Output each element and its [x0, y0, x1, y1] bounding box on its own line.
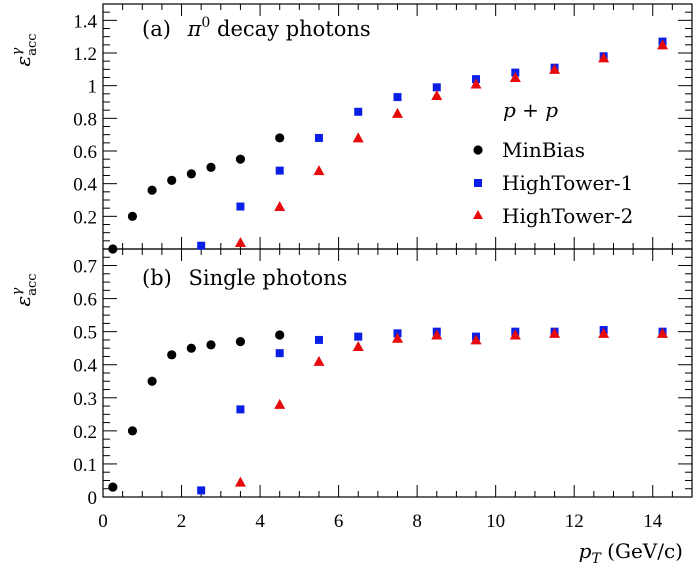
ticks-layer	[102, 3, 693, 498]
point-minbias-a	[275, 133, 285, 143]
point-minbias-b	[235, 336, 246, 347]
point-minbias-b	[147, 376, 157, 386]
point-ht1-a	[314, 133, 323, 142]
point-ht2-b	[509, 329, 521, 340]
point-ht2-b	[274, 398, 286, 409]
legend-label-minbias: MinBias	[502, 138, 585, 162]
point-minbias-b	[108, 482, 118, 492]
point-ht2-b	[313, 355, 325, 366]
legend-header: p + p	[503, 98, 558, 122]
point-ht2-a	[392, 107, 403, 118]
x-tick-label: 0	[98, 511, 108, 532]
point-minbias-b	[127, 426, 138, 436]
point-ht2-a	[509, 72, 521, 82]
point-ht1-a	[275, 166, 284, 175]
point-ht2-b	[392, 332, 403, 343]
labels-layer: 0.2 0.4 0.6 0.8 1 1.2 1.4 0 0.1 0.2 0.3 0.4 0.5 0.6 0.…	[73, 11, 662, 532]
point-ht1-a	[354, 107, 363, 116]
y-tick-label-b: 0	[88, 488, 98, 509]
point-ht1-b	[197, 486, 206, 495]
point-minbias-b	[167, 350, 177, 360]
point-ht2-b	[470, 334, 482, 345]
panel-b-ylabel: εaccγ	[10, 273, 40, 306]
point-ht2-b	[234, 476, 246, 487]
point-ht2-a	[470, 78, 482, 89]
x-tick-label: 2	[177, 511, 187, 532]
point-ht2-a	[657, 39, 669, 50]
y-tick-label-a: 1.4	[73, 11, 97, 32]
point-minbias-a	[147, 185, 157, 195]
panel-b-title: (b) Single photons	[142, 266, 347, 290]
point-minbias-b	[186, 343, 196, 353]
point-minbias-a	[206, 162, 216, 172]
point-ht1-a	[432, 83, 441, 92]
legend-marker-minbias	[473, 145, 483, 155]
point-minbias-a	[108, 244, 118, 254]
y-tick-label-b: 0.1	[73, 455, 97, 476]
x-tick-label: 14	[643, 511, 663, 532]
point-ht1-b	[354, 332, 363, 341]
x-tick-label: 12	[565, 511, 584, 532]
legend-marker-ht2	[473, 210, 483, 219]
point-minbias-a	[235, 154, 246, 164]
point-ht2-a	[313, 165, 325, 176]
point-minbias-b	[206, 340, 216, 350]
point-ht2-b	[352, 341, 364, 352]
point-ht2-a	[234, 236, 246, 247]
point-ht1-a	[236, 202, 245, 211]
y-tick-label-a: 0.2	[73, 207, 97, 228]
y-tick-label-a: 0.8	[73, 109, 97, 130]
point-ht2-a	[431, 89, 443, 100]
point-minbias-a	[127, 211, 138, 221]
y-tick-label-b: 0.3	[73, 389, 97, 410]
panel-a-title: (a) π0 decay photons	[142, 15, 371, 41]
y-tick-label-a: 1	[88, 77, 98, 98]
point-minbias-a	[167, 175, 177, 185]
point-ht2-b	[431, 329, 443, 340]
y-tick-label-a: 0.4	[73, 175, 97, 196]
legend-marker-ht1	[474, 179, 482, 187]
legend-label-ht1: HighTower-1	[502, 171, 633, 195]
x-tick-label: 4	[255, 511, 265, 532]
point-ht2-a	[274, 201, 286, 212]
point-ht2-b	[549, 327, 561, 338]
x-tick-label: 8	[412, 511, 422, 532]
point-ht2-b	[598, 327, 610, 338]
point-ht2-a	[598, 52, 610, 63]
point-ht2-a	[549, 63, 561, 74]
y-tick-label-b: 0.4	[73, 356, 97, 377]
y-tick-label-a: 0.6	[73, 142, 97, 163]
point-ht2-a	[352, 132, 364, 143]
panel-a-ylabel: εaccγ	[10, 33, 40, 66]
legend-label-ht2: HighTower-2	[502, 204, 633, 228]
point-ht1-a	[197, 241, 206, 250]
y-tick-label-b: 0.2	[73, 422, 97, 443]
point-ht1-a	[393, 93, 402, 102]
point-minbias-a	[186, 169, 196, 179]
point-ht1-b	[314, 335, 323, 344]
x-tick-label: 6	[334, 511, 344, 532]
point-ht1-b	[275, 349, 284, 358]
point-ht1-b	[236, 405, 245, 414]
y-tick-label-b: 0.7	[73, 257, 97, 278]
point-ht2-b	[657, 327, 669, 338]
x-axis-title: pT (GeV/c)	[579, 539, 683, 567]
y-tick-label-b: 0.5	[73, 323, 97, 344]
y-tick-label-a: 1.2	[73, 44, 97, 65]
y-tick-label-b: 0.6	[73, 290, 97, 311]
points-layer	[108, 37, 669, 495]
x-tick-label: 10	[486, 511, 505, 532]
legend: p + p MinBias HighTower-1 HighTower-2	[473, 98, 633, 228]
point-minbias-b	[275, 330, 285, 340]
